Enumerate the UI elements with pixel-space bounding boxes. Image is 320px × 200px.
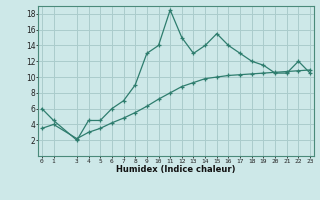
X-axis label: Humidex (Indice chaleur): Humidex (Indice chaleur) xyxy=(116,165,236,174)
